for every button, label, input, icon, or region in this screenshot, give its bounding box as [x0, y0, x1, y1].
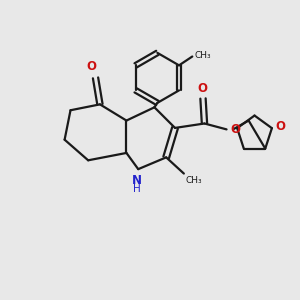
Text: N: N: [132, 174, 142, 188]
Text: H: H: [133, 184, 141, 194]
Text: CH₃: CH₃: [185, 176, 202, 185]
Text: CH₃: CH₃: [195, 50, 211, 59]
Text: O: O: [230, 123, 240, 136]
Text: O: O: [197, 82, 207, 95]
Text: O: O: [86, 60, 96, 74]
Text: O: O: [275, 120, 285, 133]
